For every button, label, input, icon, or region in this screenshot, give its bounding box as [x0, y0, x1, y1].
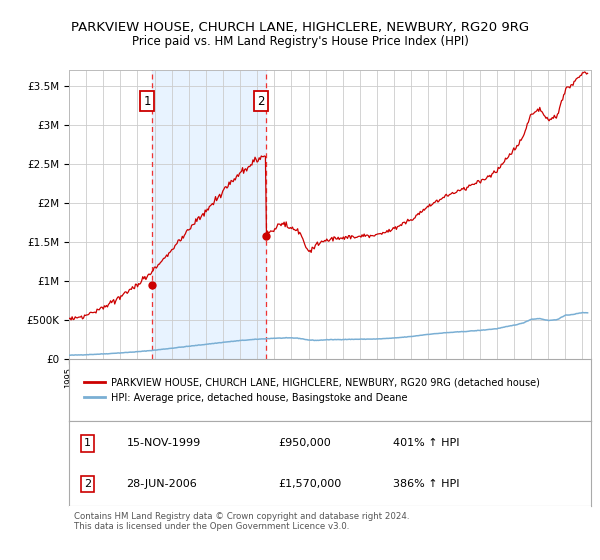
Text: 28-JUN-2006: 28-JUN-2006	[127, 479, 197, 489]
Text: 1: 1	[143, 95, 151, 108]
Text: 2: 2	[84, 479, 91, 489]
Text: Contains HM Land Registry data © Crown copyright and database right 2024.
This d: Contains HM Land Registry data © Crown c…	[74, 512, 410, 531]
Text: Price paid vs. HM Land Registry's House Price Index (HPI): Price paid vs. HM Land Registry's House …	[131, 35, 469, 48]
Text: 15-NOV-1999: 15-NOV-1999	[127, 438, 200, 449]
Legend: PARKVIEW HOUSE, CHURCH LANE, HIGHCLERE, NEWBURY, RG20 9RG (detached house), HPI:: PARKVIEW HOUSE, CHURCH LANE, HIGHCLERE, …	[79, 373, 545, 408]
Text: 386% ↑ HPI: 386% ↑ HPI	[392, 479, 459, 489]
Bar	[152, 70, 266, 359]
Text: £1,570,000: £1,570,000	[278, 479, 341, 489]
Text: 1: 1	[84, 438, 91, 449]
Text: 2: 2	[257, 95, 265, 108]
Text: PARKVIEW HOUSE, CHURCH LANE, HIGHCLERE, NEWBURY, RG20 9RG: PARKVIEW HOUSE, CHURCH LANE, HIGHCLERE, …	[71, 21, 529, 34]
Text: 401% ↑ HPI: 401% ↑ HPI	[392, 438, 459, 449]
Text: £950,000: £950,000	[278, 438, 331, 449]
